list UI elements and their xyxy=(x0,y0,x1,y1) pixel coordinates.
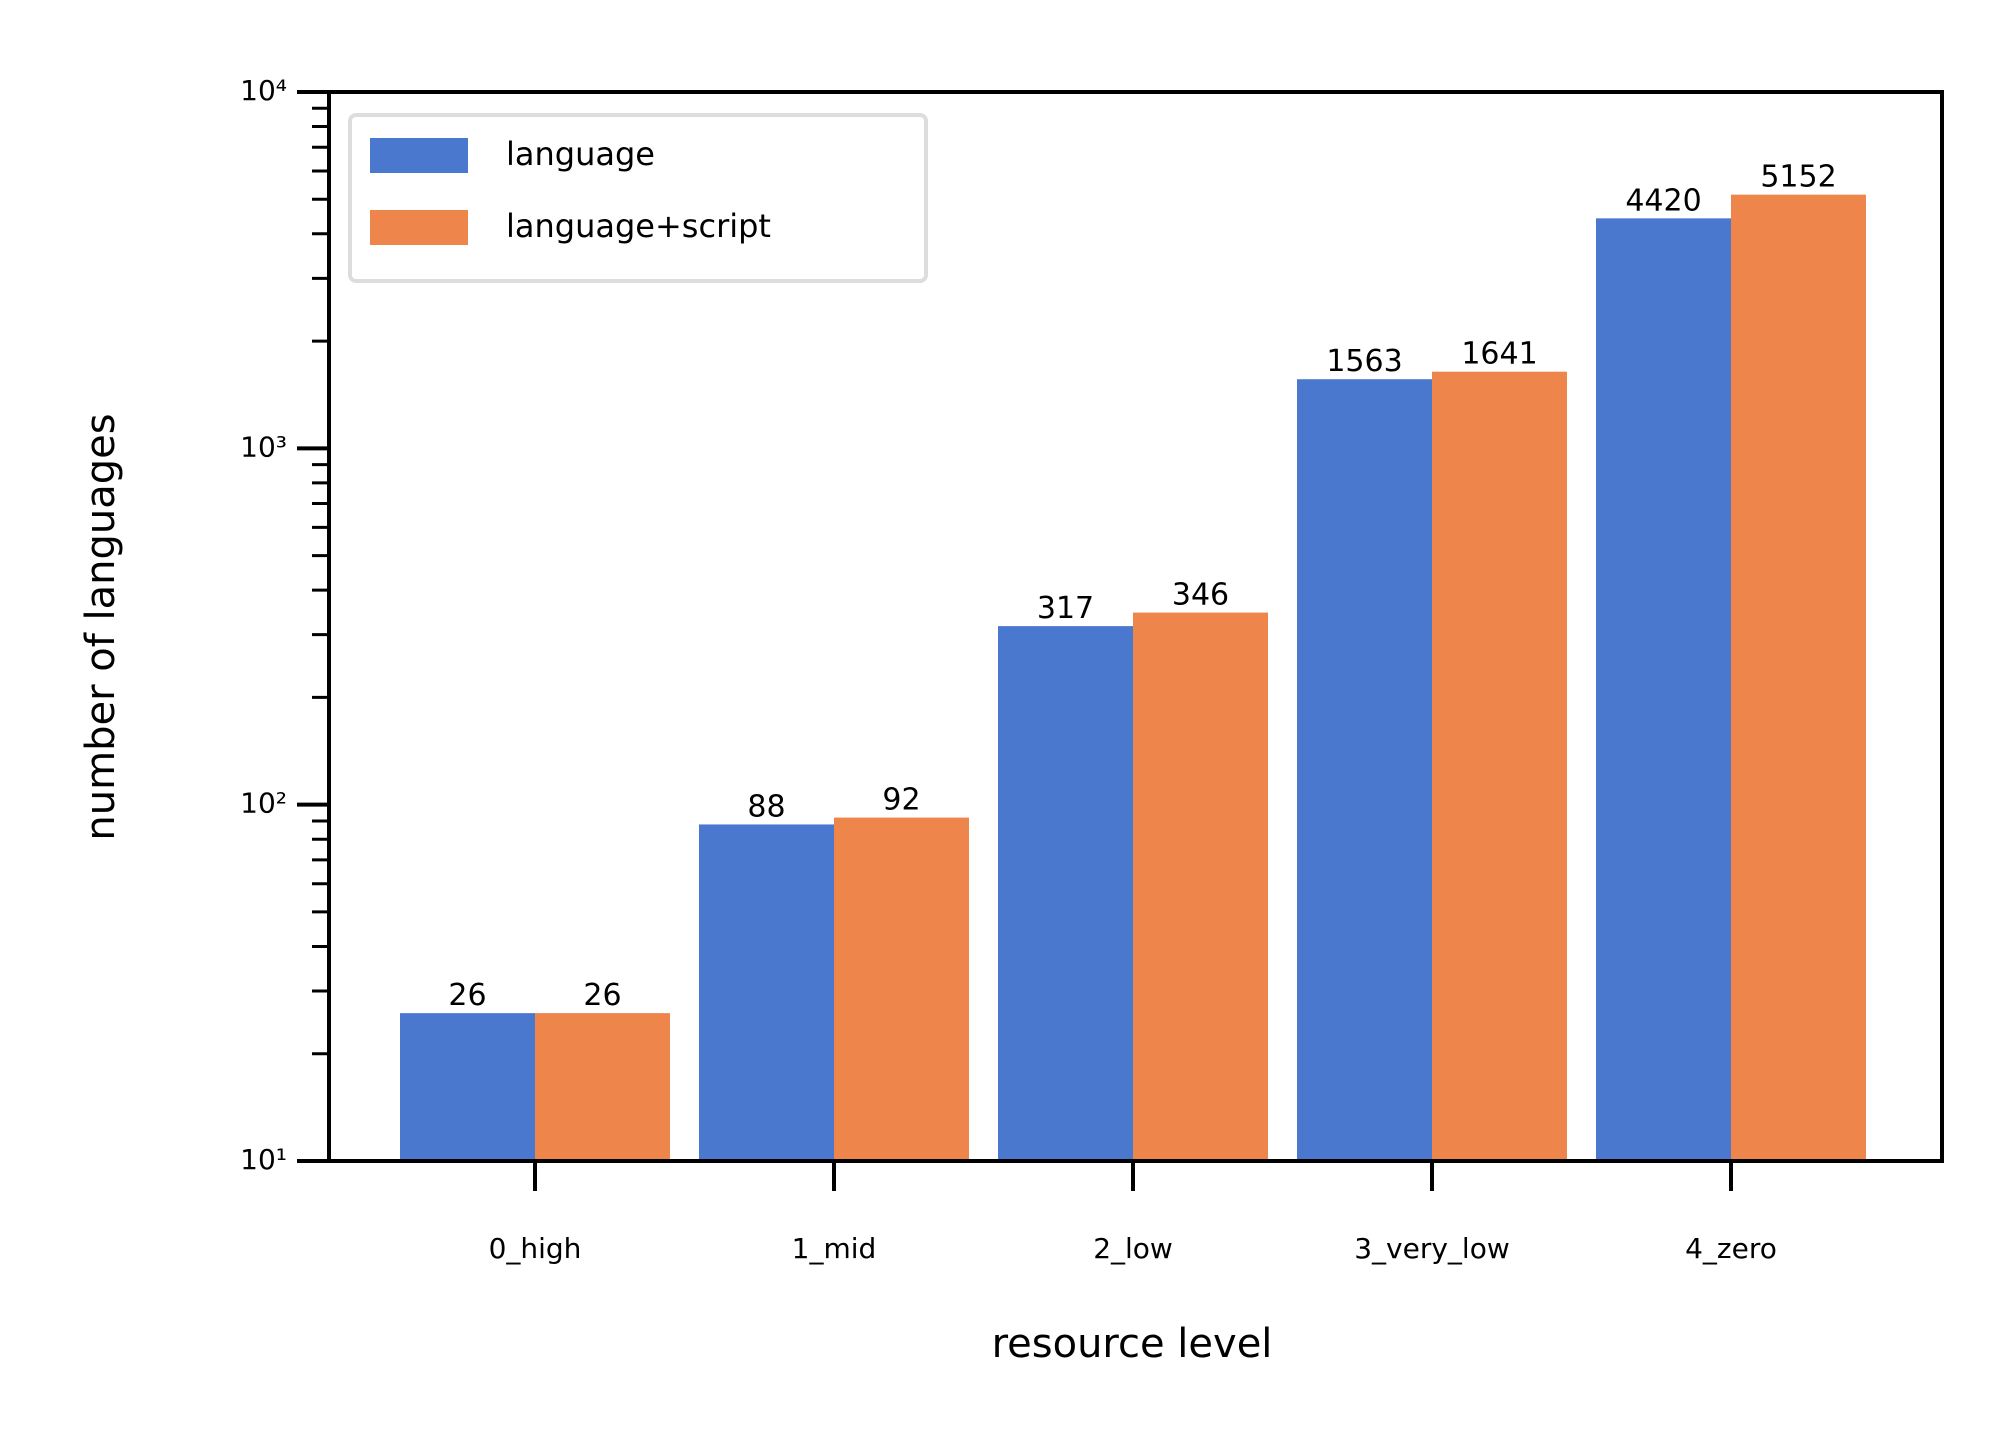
bar xyxy=(535,1013,670,1161)
value-label: 4420 xyxy=(1625,183,1701,218)
legend-label: language xyxy=(506,135,655,173)
value-label: 1563 xyxy=(1326,344,1402,379)
x-tick-label: 0_high xyxy=(489,1232,582,1265)
y-tick-label: 10¹ xyxy=(240,1143,287,1176)
legend-label: language+script xyxy=(506,207,771,245)
bar xyxy=(834,817,969,1161)
x-tick-label: 3_very_low xyxy=(1354,1232,1510,1265)
value-label: 26 xyxy=(448,978,486,1013)
legend-frame xyxy=(348,113,928,283)
value-label: 88 xyxy=(747,789,785,824)
bar xyxy=(1596,218,1731,1161)
value-label: 1641 xyxy=(1461,337,1537,372)
value-label: 5152 xyxy=(1760,160,1836,195)
legend-swatch xyxy=(370,210,468,245)
bar xyxy=(1297,379,1432,1161)
x-tick-label: 4_zero xyxy=(1685,1232,1777,1265)
value-label: 317 xyxy=(1037,591,1094,626)
x-axis-label: resource level xyxy=(992,1321,1273,1367)
y-tick-label: 10⁴ xyxy=(240,74,287,107)
value-label: 346 xyxy=(1172,578,1229,613)
bar xyxy=(699,824,834,1161)
value-label: 26 xyxy=(583,978,621,1013)
x-tick-label: 2_low xyxy=(1093,1232,1173,1265)
plot-frame xyxy=(327,90,1944,1163)
value-label: 92 xyxy=(882,783,920,818)
bar xyxy=(998,626,1133,1161)
x-tick-label: 1_mid xyxy=(792,1232,877,1265)
bar xyxy=(400,1013,535,1161)
y-tick-label: 10³ xyxy=(240,430,287,463)
bar xyxy=(1432,371,1567,1161)
legend-swatch xyxy=(370,138,468,173)
y-tick-label: 10² xyxy=(240,787,287,820)
y-axis-label: number of languages xyxy=(78,413,124,840)
bar xyxy=(1133,612,1268,1161)
bar xyxy=(1731,194,1866,1162)
